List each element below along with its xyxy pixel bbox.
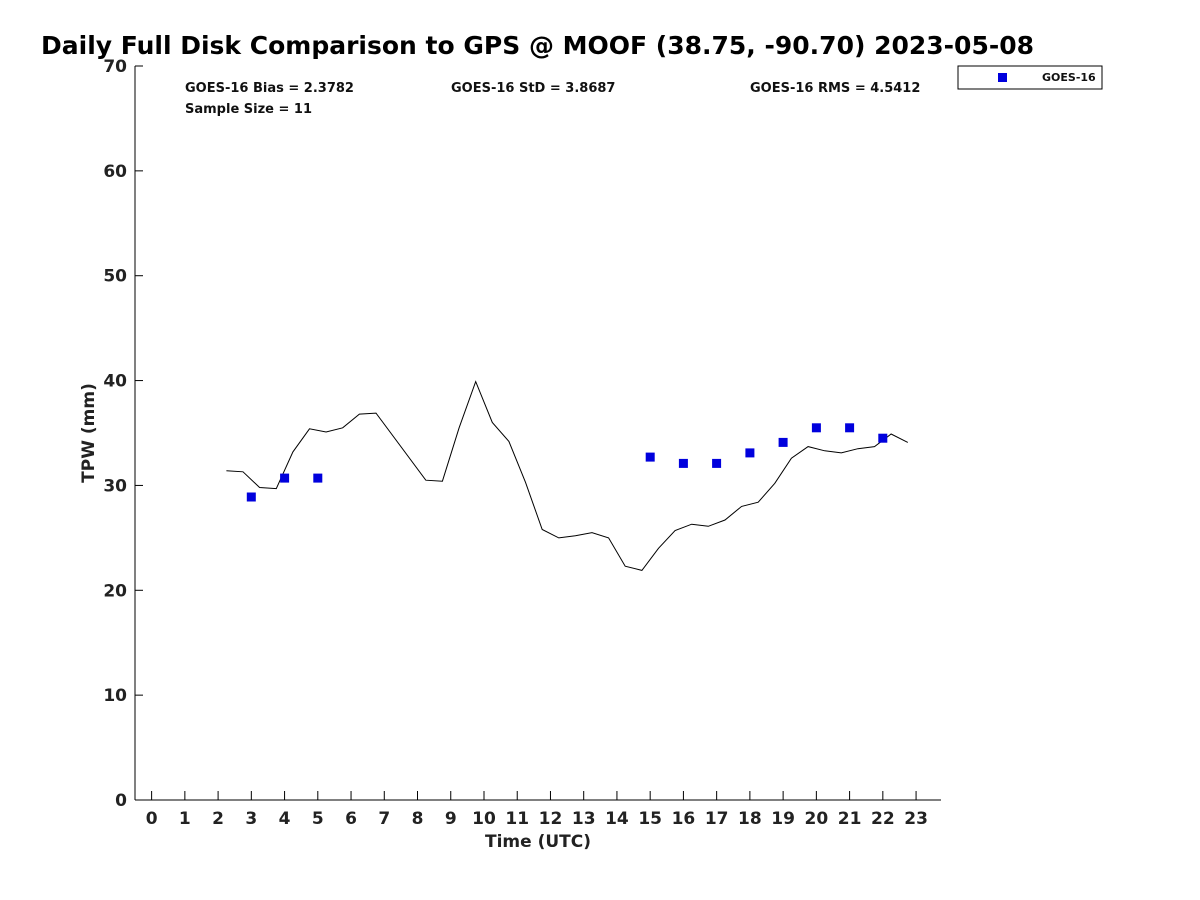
x-tick-label: 8 <box>412 809 424 829</box>
x-tick-label: 6 <box>345 809 357 829</box>
x-tick-label: 7 <box>378 809 390 829</box>
x-tick-label: 9 <box>445 809 457 829</box>
x-tick-label: 19 <box>771 809 795 829</box>
goes16-point <box>313 473 323 483</box>
gps-tpw-line <box>226 380 909 571</box>
x-tick-label: 13 <box>572 809 596 829</box>
stat-bias: GOES-16 Bias = 2.3782 <box>185 81 354 96</box>
legend-marker <box>998 73 1007 82</box>
x-tick-label: 23 <box>904 809 928 829</box>
goes16-point <box>845 423 855 433</box>
plot-area <box>226 380 909 571</box>
x-tick-label: 1 <box>179 809 191 829</box>
x-tick-label: 18 <box>738 809 762 829</box>
y-tick-label: 0 <box>115 791 127 811</box>
goes16-point <box>246 492 256 502</box>
goes16-point <box>712 458 722 468</box>
y-tick-label: 70 <box>103 57 127 77</box>
x-tick-label: 21 <box>838 809 862 829</box>
x-tick-label: 12 <box>539 809 563 829</box>
x-tick-label: 0 <box>146 809 158 829</box>
x-tick-label: 14 <box>605 809 629 829</box>
x-tick-label: 4 <box>279 809 291 829</box>
x-ticks: 0 1 2 3 4 5 6 7 8 9 10 11 12 13 14 15 16 17 18 19 20 21 22 23 <box>146 791 928 829</box>
stat-std: GOES-16 StD = 3.8687 <box>451 81 615 96</box>
y-tick-label: 50 <box>103 267 127 287</box>
stat-sample-size: Sample Size = 11 <box>185 102 312 117</box>
legend-box <box>957 65 1103 90</box>
x-tick-label: 17 <box>705 809 729 829</box>
goes16-point <box>678 458 688 468</box>
x-axis-label: Time (UTC) <box>485 832 591 852</box>
legend-label: GOES-16 <box>1042 71 1096 84</box>
x-tick-label: 11 <box>505 809 529 829</box>
axes <box>134 66 941 801</box>
goes16-point <box>645 452 655 462</box>
stats: GOES-16 Bias = 2.3782 GOES-16 StD = 3.86… <box>185 81 920 117</box>
x-tick-label: 15 <box>638 809 662 829</box>
x-tick-label: 16 <box>672 809 696 829</box>
x-tick-label: 2 <box>212 809 224 829</box>
goes16-point <box>745 448 755 458</box>
chart-title: Daily Full Disk Comparison to GPS @ MOOF… <box>41 31 1034 60</box>
x-tick-label: 22 <box>871 809 895 829</box>
legend: GOES-16 <box>957 65 1103 90</box>
goes16-point <box>811 423 821 433</box>
x-tick-label: 3 <box>245 809 257 829</box>
goes16-point <box>778 437 788 447</box>
y-tick-label: 40 <box>103 372 127 392</box>
x-tick-label: 20 <box>805 809 829 829</box>
goes16-point <box>878 433 888 443</box>
stat-rms: GOES-16 RMS = 4.5412 <box>750 81 920 96</box>
y-tick-label: 20 <box>103 581 127 601</box>
goes16-point <box>280 473 290 483</box>
y-ticks: 0 10 20 30 40 50 60 70 <box>103 57 143 811</box>
x-tick-label: 10 <box>472 809 496 829</box>
y-tick-label: 30 <box>103 476 127 496</box>
y-axis-label: TPW (mm) <box>79 383 99 483</box>
y-tick-label: 10 <box>103 686 127 706</box>
y-tick-label: 60 <box>103 162 127 182</box>
x-tick-label: 5 <box>312 809 324 829</box>
